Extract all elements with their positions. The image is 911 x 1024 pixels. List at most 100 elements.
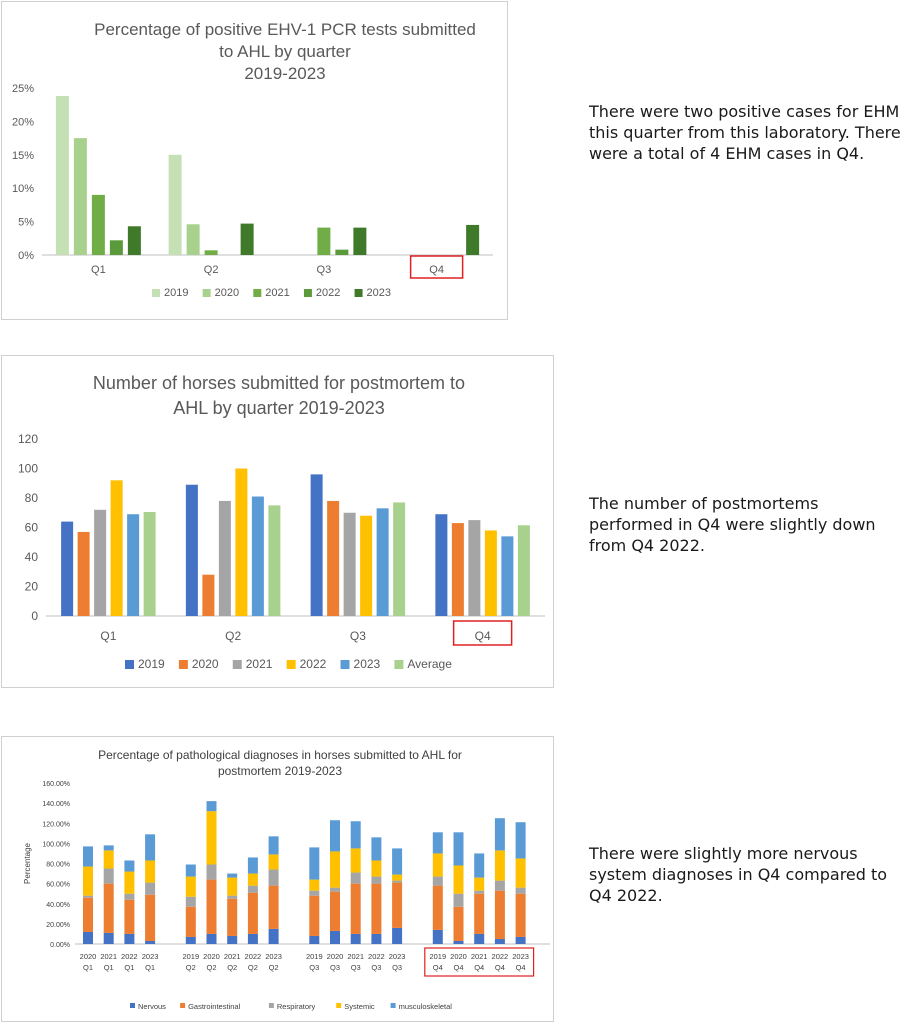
legend-swatch [253, 289, 262, 297]
bar-2023-Q3 [353, 227, 367, 255]
bar-2022-Q3 [335, 249, 349, 255]
bar-nervous [515, 936, 526, 944]
ehm-note: There were two positive cases for EHM th… [589, 102, 901, 163]
bar-respiratory [124, 893, 135, 900]
bar-gastrointestinal [432, 885, 443, 930]
bar-musculoskeletal [432, 832, 443, 854]
bar-gastrointestinal [392, 882, 403, 928]
bar-musculoskeletal [103, 845, 114, 851]
bar-gastrointestinal [474, 893, 485, 934]
y-tick-label: 60 [25, 521, 39, 535]
bar-nervous [350, 933, 361, 944]
bar-gastrointestinal [145, 894, 156, 941]
bar-nervous [330, 930, 340, 944]
y-tick-label: 80 [25, 491, 39, 505]
legend-label: Average [407, 657, 452, 671]
x-year-label: 2020 [80, 952, 97, 961]
bar-respiratory [247, 885, 258, 893]
postmortem-note: The number of postmortems performed in Q… [589, 494, 876, 555]
legend-swatch [180, 1003, 186, 1008]
bar-Average-Q3 [393, 502, 406, 616]
bar-gastrointestinal [124, 899, 135, 934]
legend-swatch [336, 1003, 342, 1008]
bar-nervous [392, 927, 403, 944]
x-quarter-label: Q2 [186, 963, 196, 972]
y-tick-label: 40.00% [46, 902, 70, 909]
bar-respiratory [206, 864, 217, 880]
bar-2022-Q4 [484, 530, 497, 616]
y-tick-label: 160.00% [42, 781, 70, 788]
chart-title: to AHL by quarter [219, 42, 351, 61]
bar-musculoskeletal [350, 821, 361, 849]
legend-label: 2022 [316, 287, 340, 299]
bar-nervous [103, 932, 114, 944]
bar-musculoskeletal [474, 853, 485, 878]
y-tick-label: 20.00% [46, 922, 70, 929]
x-year-label: 2023 [265, 952, 282, 961]
bar-2023-Q3 [376, 508, 389, 616]
legend-label: Gastrointestinal [188, 1002, 240, 1011]
y-tick-label: 5% [18, 217, 34, 229]
bar-gastrointestinal [247, 892, 258, 934]
x-quarter-label: Q4 [474, 963, 484, 972]
x-year-label: 2023 [142, 952, 159, 961]
bar-2023-Q2 [251, 496, 264, 616]
x-year-label: 2022 [121, 952, 138, 961]
bar-musculoskeletal [330, 820, 340, 852]
bar-2022-Q1 [109, 240, 123, 255]
x-quarter-label: Q3 [330, 963, 340, 972]
x-category-label: Q1 [100, 629, 116, 643]
y-tick-label: 100 [18, 462, 38, 476]
bar-respiratory [350, 872, 361, 884]
bar-gastrointestinal [453, 906, 464, 941]
bar-nervous [453, 940, 464, 944]
bar-2019-Q1 [55, 96, 69, 256]
y-tick-label: 0% [18, 250, 34, 262]
postmortem-chart-panel: Number of horses submitted for postmorte… [1, 355, 554, 688]
y-axis-label: Percentage [23, 842, 32, 883]
bar-respiratory [371, 876, 382, 884]
bar-systemic [268, 854, 279, 870]
y-tick-label: 140.00% [42, 801, 70, 808]
bar-nervous [371, 933, 382, 944]
bar-2022-Q1 [110, 480, 123, 616]
bar-2023-Q1 [127, 514, 140, 616]
x-year-label: 2021 [347, 952, 364, 961]
x-quarter-label: Q4 [453, 963, 463, 972]
bar-respiratory [432, 876, 443, 886]
bar-2019-Q2 [185, 484, 198, 616]
bar-Average-Q2 [268, 505, 281, 616]
ehv1-chart: Percentage of positive EHV-1 PCR tests s… [12, 20, 493, 299]
bar-musculoskeletal [83, 846, 93, 867]
bar-2021-Q3 [317, 227, 331, 255]
y-tick-label: 25% [12, 83, 34, 95]
bar-2021-Q3 [343, 512, 356, 616]
bar-2021-Q1 [91, 194, 105, 255]
x-year-label: 2022 [368, 952, 385, 961]
bar-gastrointestinal [515, 893, 526, 937]
y-tick-label: 120 [18, 432, 38, 446]
x-year-label: 2023 [389, 952, 406, 961]
x-quarter-label: Q1 [104, 963, 114, 972]
bar-respiratory [83, 895, 93, 898]
bar-nervous [494, 938, 505, 944]
legend-swatch [130, 1003, 135, 1008]
bar-nervous [268, 928, 279, 944]
legend-label: 2019 [138, 657, 165, 671]
bar-respiratory [474, 890, 485, 894]
x-year-label: 2019 [429, 952, 446, 961]
x-year-label: 2022 [245, 952, 262, 961]
bar-respiratory [330, 887, 340, 892]
legend-label: 2020 [215, 287, 239, 299]
legend-swatch [152, 289, 160, 297]
y-tick-label: 80.00% [46, 862, 70, 869]
bar-systemic [83, 866, 93, 896]
bar-respiratory [515, 887, 526, 894]
bar-respiratory [145, 882, 156, 895]
bar-gastrointestinal [330, 891, 340, 931]
x-quarter-label: Q3 [392, 963, 402, 972]
bar-respiratory [392, 880, 403, 883]
bar-respiratory [494, 880, 505, 891]
y-tick-label: 100.00% [42, 841, 70, 848]
bar-2022-Q3 [360, 515, 373, 616]
